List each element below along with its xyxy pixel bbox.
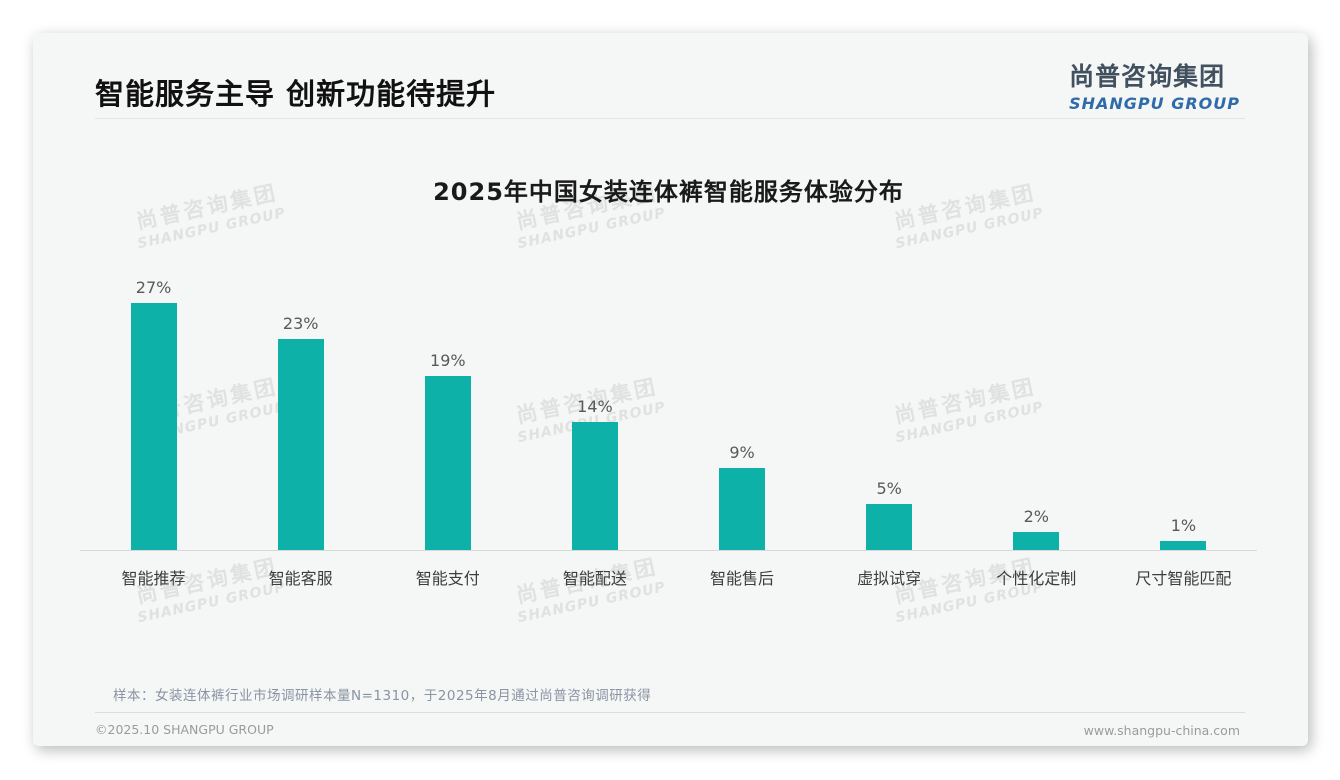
company-logo: 尚普咨询集团 SHANGPU GROUP: [1069, 57, 1240, 113]
category-label: 智能支付: [415, 569, 480, 588]
header-divider: [95, 118, 1245, 119]
bar-value-label: 5%: [876, 479, 902, 499]
category-label: 虚拟试穿: [857, 569, 922, 588]
company-logo-en: SHANGPU GROUP: [1069, 94, 1240, 113]
bar: [277, 339, 324, 550]
company-logo-cn: 尚普咨询集团: [1069, 62, 1226, 91]
bar: [571, 421, 618, 550]
bar-slot: 23%: [227, 276, 374, 550]
bar: [719, 467, 766, 550]
bar-slot: 2%: [963, 276, 1110, 550]
bar-value-label: 1%: [1170, 515, 1197, 535]
footer-website: www.shangpu-china.com: [1083, 723, 1240, 738]
bar-value-label: 9%: [729, 442, 755, 462]
bar: [1160, 540, 1207, 550]
bar: [1013, 531, 1060, 550]
category-label: 智能配送: [562, 569, 627, 588]
bar-slot: 14%: [521, 276, 668, 550]
watermark-en: SHANGPU GROUP: [136, 205, 288, 253]
bar-slot: 27%: [80, 276, 227, 550]
category-label: 智能客服: [268, 569, 333, 588]
bar-value-label: 27%: [135, 277, 172, 297]
page-title: 智能服务主导 创新功能待提升: [95, 77, 497, 111]
bar-value-label: 23%: [282, 314, 319, 334]
bar-slot: 1%: [1110, 276, 1257, 550]
bar-value-label: 2%: [1023, 506, 1049, 526]
slide-card: 尚普咨询集团 SHANGPU GROUP 尚普咨询集团 SHANGPU GROUP 尚普…: [33, 33, 1308, 746]
bar-slot: 5%: [816, 276, 963, 550]
chart-title: 2025年中国女装连体裤智能服务体验分布: [433, 178, 904, 206]
bar-chart-plot-area: 27% 23% 19% 14% 9% 5% 2% 1%: [80, 276, 1257, 551]
bar-value-label: 14%: [577, 396, 613, 416]
bar-value-label: 19%: [430, 350, 466, 370]
category-label: 智能推荐: [121, 569, 186, 588]
category-label: 个性化定制: [996, 569, 1077, 588]
sample-note: 样本：女装连体裤行业市场调研样本量N=1310，于2025年8月通过尚普咨询调研…: [113, 688, 652, 704]
category-label: 智能售后: [710, 569, 775, 588]
bar-slot: 19%: [374, 276, 521, 550]
bar: [424, 375, 471, 550]
bar-slot: 9%: [669, 276, 816, 550]
category-axis: 智能推荐 智能客服 智能支付 智能配送 智能售后 虚拟试穿 个性化定制 尺寸智能匹配: [80, 565, 1257, 589]
watermark-en: SHANGPU GROUP: [894, 205, 1046, 253]
bar: [130, 302, 177, 550]
category-label: 尺寸智能匹配: [1135, 569, 1232, 588]
bar: [866, 504, 913, 550]
footer-copyright: ©2025.10 SHANGPU GROUP: [95, 722, 274, 737]
watermark-en: SHANGPU GROUP: [516, 205, 668, 253]
footer-divider: [95, 712, 1245, 713]
